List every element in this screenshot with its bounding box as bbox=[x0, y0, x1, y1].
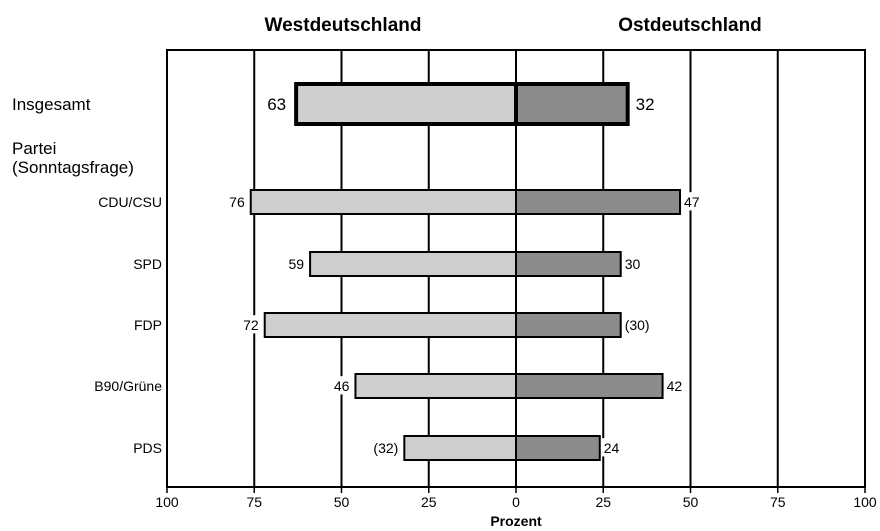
category-label: B90/Grüne bbox=[94, 378, 162, 394]
x-tick-label: 100 bbox=[853, 494, 877, 510]
label-bg bbox=[363, 438, 401, 457]
label-bg bbox=[264, 92, 289, 115]
category-label: CDU/CSU bbox=[98, 194, 162, 210]
label-bg bbox=[622, 315, 660, 334]
value-label-east: 32 bbox=[636, 95, 655, 114]
bar-east bbox=[515, 312, 622, 338]
bar-west bbox=[263, 312, 517, 338]
value-label-east: 30 bbox=[625, 256, 641, 272]
bar-west bbox=[249, 189, 517, 215]
bar-east bbox=[515, 435, 601, 461]
bar-east bbox=[514, 82, 630, 126]
label-bg bbox=[226, 192, 247, 211]
value-label-west: (32) bbox=[373, 440, 398, 456]
value-label-west: 59 bbox=[289, 256, 305, 272]
label-bg bbox=[633, 92, 658, 115]
bar-west bbox=[354, 373, 517, 399]
label-bg bbox=[682, 192, 703, 211]
label-bg bbox=[331, 376, 352, 395]
value-label-east: 24 bbox=[604, 440, 620, 456]
x-tick-label: 25 bbox=[421, 494, 437, 510]
value-label-east: (30) bbox=[625, 317, 650, 333]
panel-title-west: Westdeutschland bbox=[265, 15, 422, 36]
value-label-west: 63 bbox=[267, 95, 286, 114]
label-bg bbox=[664, 376, 685, 395]
bar-west bbox=[309, 251, 517, 277]
x-tick-label: 25 bbox=[595, 494, 611, 510]
panel-title-east: Ostdeutschland bbox=[618, 15, 762, 36]
category-label: PDS bbox=[133, 440, 162, 456]
bar-east bbox=[515, 251, 622, 277]
x-tick-label: 0 bbox=[512, 494, 520, 510]
category-label: FDP bbox=[134, 317, 162, 333]
value-label-east: 47 bbox=[684, 194, 700, 210]
value-label-west: 72 bbox=[243, 317, 259, 333]
value-label-east: 42 bbox=[667, 378, 683, 394]
bar-west bbox=[294, 82, 518, 126]
label-bg bbox=[285, 254, 307, 273]
labels: 100 75 50 25 0 25 50 75 100 Westdeutschland Ostdeu… bbox=[12, 15, 877, 529]
value-label-west: 46 bbox=[334, 378, 350, 394]
label-bg bbox=[601, 438, 622, 457]
group-label: Partei (Sonntagsfrage) bbox=[12, 139, 134, 177]
x-tick-label: 75 bbox=[246, 494, 262, 510]
category-label: SPD bbox=[133, 256, 162, 272]
x-tick-label: 50 bbox=[334, 494, 350, 510]
x-axis-label: Prozent bbox=[490, 513, 542, 529]
label-bg bbox=[240, 315, 261, 334]
bar-west bbox=[403, 435, 518, 461]
x-tick-label: 75 bbox=[770, 494, 786, 510]
x-tick-label: 50 bbox=[683, 494, 699, 510]
x-tick-label: 100 bbox=[155, 494, 179, 510]
bar-east bbox=[515, 373, 664, 399]
value-label-west: 76 bbox=[229, 194, 245, 210]
category-label: Insgesamt bbox=[12, 95, 91, 114]
label-bg bbox=[622, 254, 643, 273]
bar-east bbox=[515, 189, 682, 215]
